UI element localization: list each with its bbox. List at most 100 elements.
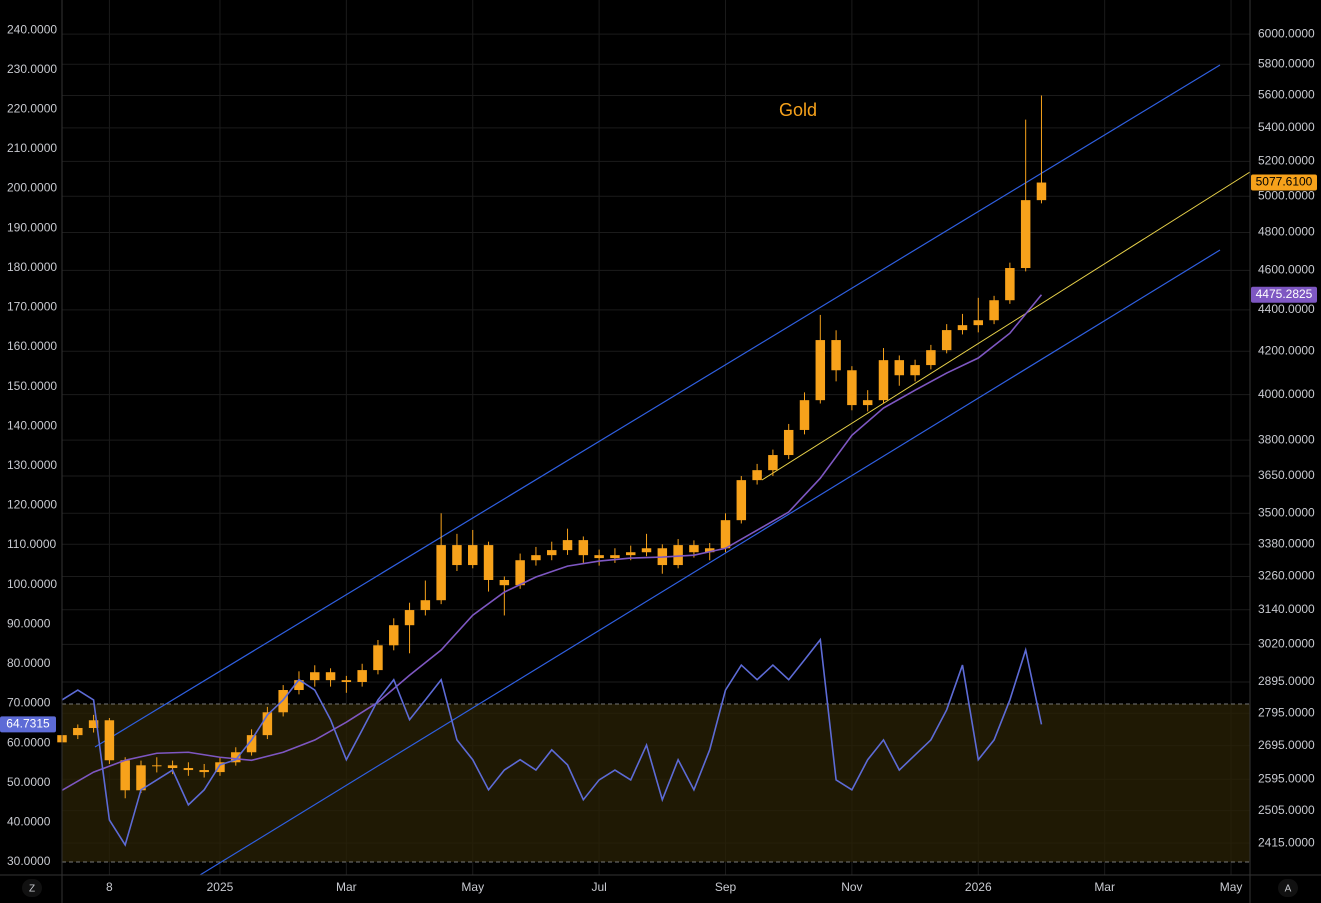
scale-button-bg[interactable] <box>22 879 42 897</box>
candle-body <box>783 429 794 456</box>
y2-tick-label: 2505.0000 <box>1258 803 1315 817</box>
candle-body <box>515 560 525 586</box>
y-tick-label: 160.0000 <box>7 339 57 353</box>
candle-body <box>926 350 936 366</box>
candle-body <box>325 672 336 681</box>
candle-body <box>310 672 320 681</box>
candle-body <box>357 670 367 682</box>
y-tick-label: 130.0000 <box>7 458 57 472</box>
y-tick-label: 110.0000 <box>7 537 56 551</box>
y-tick-label: 200.0000 <box>7 181 57 195</box>
candle-body <box>215 762 225 773</box>
y2-tick-label: 3650.0000 <box>1258 468 1315 482</box>
x-tick-label: 2026 <box>965 880 992 894</box>
candle-body <box>246 735 257 753</box>
candle-body <box>167 765 178 769</box>
x-tick-label: May <box>1220 880 1243 894</box>
y2-tick-label: 2695.0000 <box>1258 738 1315 752</box>
candle-body <box>404 610 415 626</box>
candle-body <box>1036 182 1047 201</box>
y2-tick-label: 4800.0000 <box>1258 225 1315 239</box>
candle-body <box>183 768 194 771</box>
candle-body <box>420 600 431 611</box>
y2-tick-label: 3020.0000 <box>1258 637 1315 651</box>
x-tick-label: Nov <box>841 880 862 894</box>
y2-tick-label: 2595.0000 <box>1258 771 1315 785</box>
candle-body <box>436 545 446 601</box>
candle-body <box>341 680 352 682</box>
candle-body <box>468 545 478 566</box>
y2-tick-label: 2415.0000 <box>1258 835 1315 849</box>
y-tick-label: 80.0000 <box>7 656 51 670</box>
candle-body <box>546 550 557 556</box>
candle-body <box>799 400 810 430</box>
candle-body <box>720 520 731 549</box>
y-tick-label: 60.0000 <box>7 735 51 749</box>
plot <box>57 95 1047 847</box>
y-tick-label: 240.0000 <box>7 22 57 36</box>
scale-button[interactable]: Z <box>29 884 35 895</box>
grid <box>62 0 1250 875</box>
candle-body <box>704 548 715 553</box>
candle-body <box>152 765 162 767</box>
x-axis-area <box>0 875 1321 903</box>
candle-body <box>136 765 146 791</box>
candle-body <box>910 365 920 376</box>
rsi-band <box>62 704 1250 862</box>
candle-body <box>847 370 857 406</box>
candle-body <box>625 552 636 556</box>
x-tick-label: Sep <box>715 880 737 894</box>
candle-body <box>499 579 510 586</box>
candle-body <box>389 625 399 646</box>
candle-body <box>262 712 273 736</box>
candle-body <box>294 680 304 691</box>
candle-body <box>831 340 841 371</box>
x-tick-label: Mar <box>1094 880 1115 894</box>
y2-tick-label: 4600.0000 <box>1258 263 1315 277</box>
last-value-label: 4475.2825 <box>1256 287 1313 301</box>
x-tick-label: May <box>461 880 484 894</box>
y-tick-label: 100.0000 <box>7 577 57 591</box>
chart-title: Gold <box>779 100 817 120</box>
candle-body <box>768 455 778 471</box>
candle-body <box>373 645 383 671</box>
last-value-box <box>0 716 56 733</box>
y2-tick-label: 3140.0000 <box>1258 602 1315 616</box>
y-tick-label: 210.0000 <box>7 141 57 155</box>
candle-body <box>752 470 762 481</box>
y-tick-label: 140.0000 <box>7 418 57 432</box>
y-tick-label: 50.0000 <box>7 775 51 789</box>
scale-button[interactable]: A <box>1285 884 1292 895</box>
candle-body <box>278 690 288 713</box>
scale-button-bg[interactable] <box>1278 879 1298 897</box>
y-tick-label: 30.0000 <box>7 854 51 868</box>
y2-tick-label: 2795.0000 <box>1258 705 1315 719</box>
last-value-label: 64.7315 <box>6 717 50 731</box>
y2-tick-label: 5800.0000 <box>1258 56 1315 70</box>
y2-tick-label: 4400.0000 <box>1258 302 1315 316</box>
y2-tick-label: 3800.0000 <box>1258 432 1315 446</box>
candle-body <box>1020 200 1031 269</box>
y2-tick-label: 3380.0000 <box>1258 536 1315 550</box>
y-tick-label: 230.0000 <box>7 62 57 76</box>
candle-body <box>894 360 905 376</box>
candle-body <box>673 545 683 566</box>
candle-body <box>610 555 620 559</box>
candle-body <box>594 555 604 559</box>
trend-line <box>761 171 1251 481</box>
x-tick-label: 8 <box>106 880 113 894</box>
x-tick-label: 2025 <box>207 880 234 894</box>
line <box>61 637 1043 847</box>
candle-body <box>231 752 241 763</box>
candle-body <box>815 340 826 401</box>
y-tick-label: 90.0000 <box>7 616 51 630</box>
y-tick-label: 180.0000 <box>7 260 57 274</box>
candle-body <box>120 760 130 791</box>
candle-body <box>878 360 889 401</box>
last-value-box <box>1251 174 1317 191</box>
candle-body <box>578 540 589 556</box>
y-tick-label: 220.0000 <box>7 101 57 115</box>
y2-tick-label: 3260.0000 <box>1258 569 1315 583</box>
channel-lower <box>199 249 1221 876</box>
